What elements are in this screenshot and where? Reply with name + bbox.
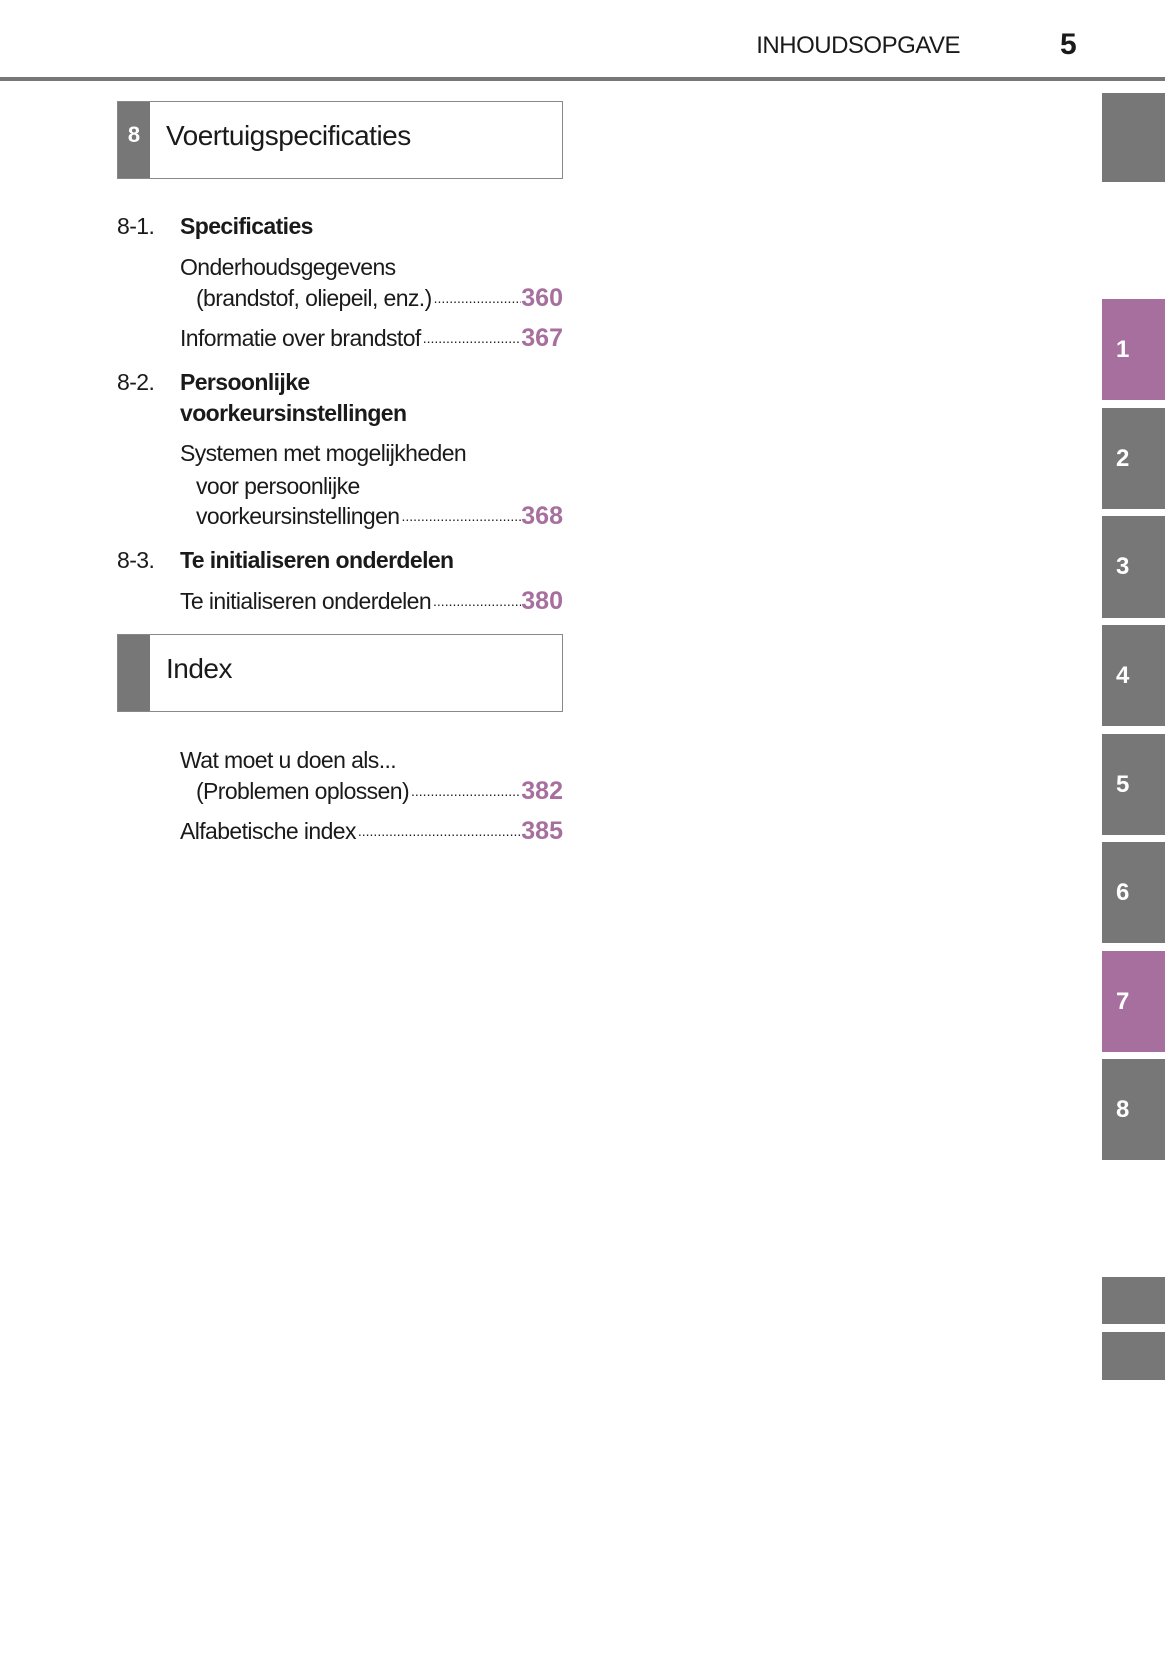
toc-entry-line: Systemen met mogelijkheden	[180, 440, 467, 466]
subsection-title: voorkeursinstellingen	[180, 400, 407, 426]
leader-dots	[421, 324, 522, 352]
toc-entry[interactable]: voorkeursinstellingen 368	[196, 502, 563, 530]
subsection-title: Specificaties	[180, 213, 313, 239]
side-tab-top[interactable]	[1102, 93, 1165, 182]
section-8-header: 8 Voertuigspecificaties	[117, 101, 563, 179]
toc-page-number[interactable]: 367	[521, 324, 563, 352]
toc-page-number[interactable]: 380	[521, 587, 563, 615]
side-tab-8[interactable]: 8	[1102, 1059, 1165, 1160]
toc-entry[interactable]: (Problemen oplossen) 382	[196, 777, 563, 805]
subsection-number: 8-3.	[117, 547, 155, 573]
subsection-number: 8-2.	[117, 369, 155, 395]
toc-page-number[interactable]: 360	[521, 284, 563, 312]
toc-entry[interactable]: Informatie over brandstof 367	[180, 324, 563, 352]
side-tab-5[interactable]: 5	[1102, 734, 1165, 835]
toc-entry[interactable]: Te initialiseren onderdelen 380	[180, 587, 563, 615]
leader-dots	[431, 587, 521, 615]
side-tab-6[interactable]: 6	[1102, 842, 1165, 943]
toc-entry[interactable]: Alfabetische index 385	[180, 817, 563, 845]
toc-entry-line: Onderhoudsgegevens	[180, 254, 396, 280]
subsection-title: Te initialiseren onderdelen	[180, 547, 454, 573]
toc-entry-text: Te initialiseren onderdelen	[180, 588, 432, 614]
toc-entry-text: (Problemen oplossen)	[196, 778, 410, 804]
side-tab-4[interactable]: 4	[1102, 625, 1165, 726]
side-tab-index-a[interactable]	[1102, 1277, 1165, 1324]
toc-entry-text: voorkeursinstellingen	[196, 503, 400, 529]
side-tab-7[interactable]: 7	[1102, 951, 1165, 1052]
index-header: Index	[117, 634, 563, 712]
section-number: 8	[118, 102, 150, 178]
index-strip	[118, 635, 150, 711]
leader-dots	[356, 817, 521, 845]
toc-page-number[interactable]: 382	[521, 777, 563, 805]
side-tab-3[interactable]: 3	[1102, 516, 1165, 618]
section-title: Voertuigspecificaties	[166, 120, 411, 151]
leader-dots	[409, 777, 521, 805]
header-title: INHOUDSOPGAVE	[756, 32, 960, 59]
toc-page-number[interactable]: 368	[521, 502, 563, 530]
leader-dots	[399, 502, 521, 530]
leader-dots	[432, 284, 522, 312]
toc-entry-line: voor persoonlijke	[196, 473, 360, 499]
toc-entry-text: Informatie over brandstof	[180, 325, 421, 351]
page-number: 5	[1060, 28, 1077, 61]
toc-page-number[interactable]: 385	[521, 817, 563, 845]
toc-entry-line: Wat moet u doen als...	[180, 747, 397, 773]
toc-entry-text: Alfabetische index	[180, 818, 356, 844]
side-tab-2[interactable]: 2	[1102, 408, 1165, 509]
subsection-number: 8-1.	[117, 213, 155, 239]
header-rule	[0, 77, 1165, 81]
subsection-title: Persoonlijke	[180, 369, 310, 395]
toc-entry-text: (brandstof, oliepeil, enz.)	[196, 285, 432, 311]
side-tab-index-b[interactable]	[1102, 1332, 1165, 1380]
toc-entry[interactable]: (brandstof, oliepeil, enz.) 360	[196, 284, 563, 312]
index-title: Index	[166, 653, 233, 684]
side-tab-1[interactable]: 1	[1102, 299, 1165, 400]
